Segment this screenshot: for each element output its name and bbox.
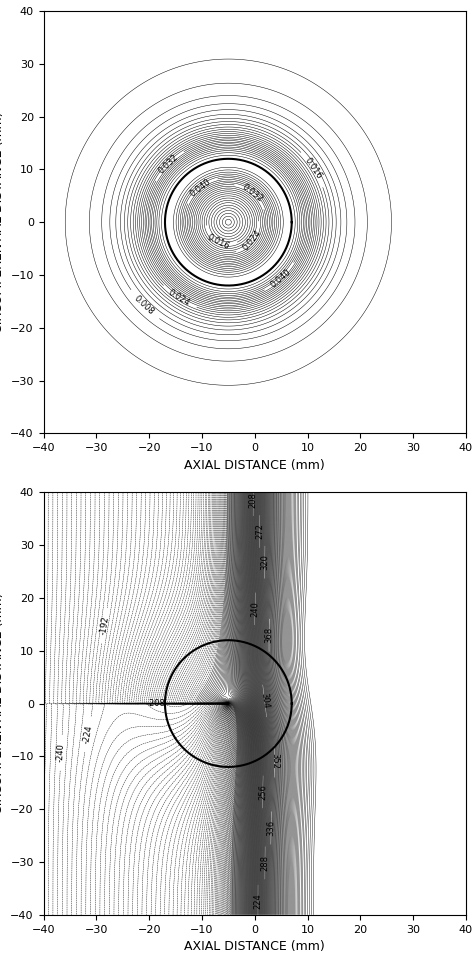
Text: 0.016: 0.016 [303,156,324,181]
Text: 0.016: 0.016 [206,232,231,251]
Text: 336: 336 [266,820,276,836]
Text: 0.032: 0.032 [240,182,264,204]
Text: 272: 272 [255,523,264,540]
Text: 240: 240 [250,601,260,617]
Y-axis label: CIRCUMFERENTIAL DISTANCE (mm): CIRCUMFERENTIAL DISTANCE (mm) [0,111,5,333]
Text: 0.040: 0.040 [188,177,212,199]
Text: -192: -192 [98,615,111,636]
Text: 256: 256 [258,784,267,800]
Y-axis label: CIRCUMFERENTIAL DISTANCE (mm): CIRCUMFERENTIAL DISTANCE (mm) [0,593,5,814]
Text: 352: 352 [270,754,279,769]
Text: 224: 224 [254,893,263,909]
X-axis label: AXIAL DISTANCE (mm): AXIAL DISTANCE (mm) [184,940,325,953]
Text: 0.008: 0.008 [132,294,156,317]
Text: -240: -240 [56,743,66,762]
Text: 368: 368 [264,627,274,643]
Text: -208: -208 [146,700,165,708]
Text: 304: 304 [259,692,270,709]
Text: 0.032: 0.032 [157,153,180,176]
X-axis label: AXIAL DISTANCE (mm): AXIAL DISTANCE (mm) [184,459,325,471]
Text: 208: 208 [249,492,258,508]
Text: 320: 320 [260,554,269,570]
Text: -224: -224 [82,725,94,744]
Text: 0.024: 0.024 [241,228,263,252]
Text: 288: 288 [261,854,270,871]
Text: 0.040: 0.040 [269,267,293,289]
Text: 0.024: 0.024 [166,288,192,308]
